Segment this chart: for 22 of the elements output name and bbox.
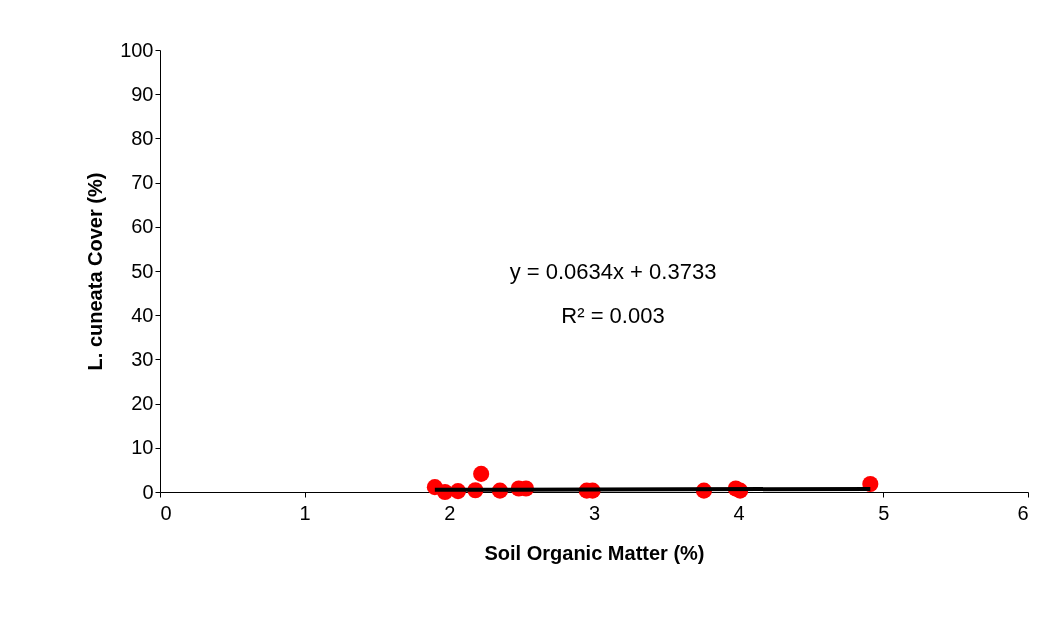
y-axis-title: L. cuneata Cover (%) bbox=[84, 172, 107, 371]
y-tick-label: 70 bbox=[131, 171, 154, 194]
y-tick-label: 60 bbox=[131, 215, 154, 238]
y-tick-label: 40 bbox=[131, 303, 154, 326]
y-tick-label: 20 bbox=[131, 392, 154, 415]
annotation: R² = 0.003 bbox=[561, 303, 665, 328]
x-tick-label: 1 bbox=[299, 501, 311, 524]
y-tick-label: 30 bbox=[131, 347, 154, 370]
y-tick-label: 90 bbox=[131, 82, 154, 105]
x-tick-label: 3 bbox=[588, 501, 601, 524]
y-tick-label: 100 bbox=[120, 38, 154, 61]
x-tick-label: 6 bbox=[1017, 501, 1029, 524]
x-tick-label: 2 bbox=[444, 501, 456, 524]
x-axis-title: Soil Organic Matter (%) bbox=[484, 541, 705, 564]
y-tick-label: 10 bbox=[131, 436, 154, 459]
x-tick-label: 0 bbox=[160, 501, 172, 524]
y-tick-label: 50 bbox=[131, 259, 154, 282]
x-tick-label: 5 bbox=[878, 501, 890, 524]
x-tick-label: 4 bbox=[733, 501, 745, 524]
y-tick-label: 80 bbox=[131, 126, 154, 149]
y-tick-label: 0 bbox=[142, 480, 154, 503]
annotation: y = 0.0634x + 0.3733 bbox=[509, 259, 717, 284]
